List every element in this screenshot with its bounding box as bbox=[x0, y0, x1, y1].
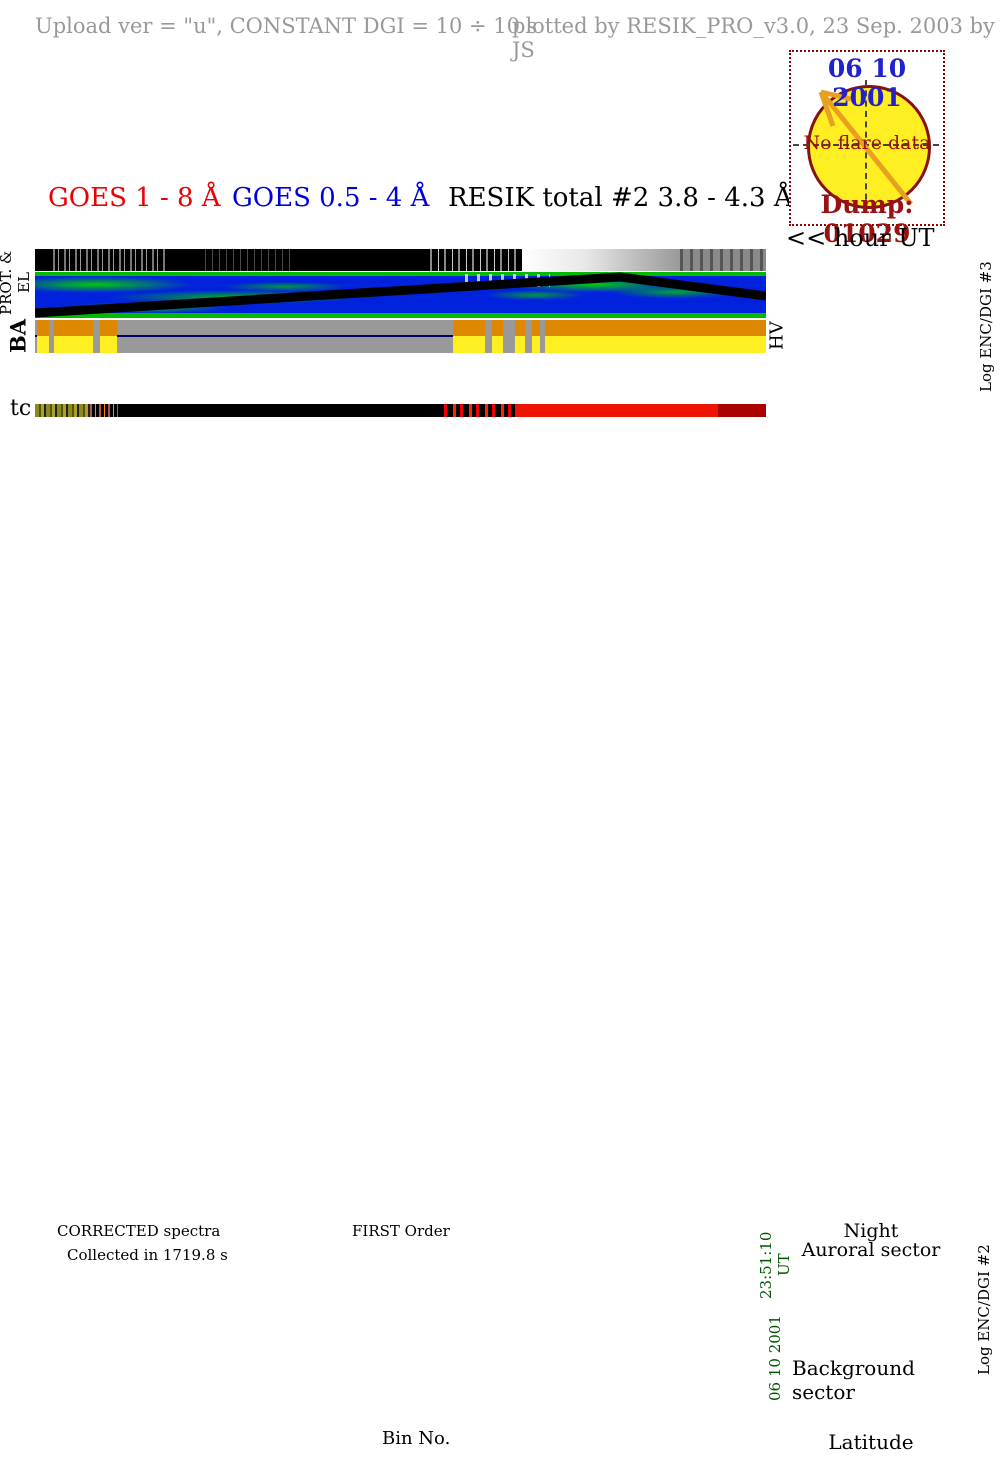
sector-subtitle: Auroral sector bbox=[801, 1239, 941, 1261]
hv-gap bbox=[93, 320, 100, 353]
resik-total-legend: RESIK total #2 3.8 - 4.3 Å bbox=[448, 183, 793, 213]
green-band bbox=[35, 272, 766, 276]
latitude-label: Latitude bbox=[828, 1430, 914, 1454]
no-flare-data-label: No flare data bbox=[803, 132, 931, 154]
sector-date-label: 06 10 2001 bbox=[766, 1315, 784, 1401]
flare-arrow-icon bbox=[818, 89, 913, 206]
spectra-subtitle: Collected in 1719.8 s bbox=[67, 1246, 228, 1264]
goes-legend-1-8: GOES 1 - 8 Å bbox=[48, 183, 221, 213]
tc-olive-bars bbox=[35, 404, 90, 417]
spectra-order-label: FIRST Order bbox=[352, 1222, 450, 1240]
tc-darkred bbox=[718, 404, 766, 417]
hv-gap bbox=[49, 320, 54, 353]
sun-flare-panel: 06 10 2001 No flare data Dump: 01029 bbox=[789, 50, 945, 248]
first-order-enc-plot bbox=[788, 252, 954, 402]
sector-title: Night bbox=[843, 1220, 899, 1242]
strip-gradient bbox=[522, 249, 680, 271]
strip-bars bbox=[680, 249, 766, 271]
strip-bars bbox=[205, 249, 290, 271]
tc-orange-bars bbox=[90, 404, 118, 417]
tc-red-bars bbox=[444, 404, 515, 417]
hv-gap bbox=[540, 320, 545, 353]
tc-red-solid bbox=[515, 404, 718, 417]
hv-level-line bbox=[35, 335, 766, 337]
header-plotted-by: plotted by RESIK_PRO_v3.0, 23 Sep. 2003 … bbox=[512, 14, 995, 62]
orbit-track-band bbox=[35, 272, 766, 318]
strip-bars bbox=[430, 249, 522, 271]
goes-legend-05-4: GOES 0.5 - 4 Å bbox=[232, 183, 430, 213]
first-order-ylabel: Log ENC/DGI #3 bbox=[977, 261, 995, 393]
corrected-spectra-plot bbox=[35, 1215, 766, 1409]
header-upload-info: Upload ver = "u", CONSTANT DGI = 10 ÷ 10… bbox=[35, 14, 538, 38]
hour-ut-label: << hour UT bbox=[786, 224, 935, 252]
ba-hv-strip bbox=[35, 320, 766, 353]
spectra-title: CORRECTED spectra bbox=[57, 1222, 221, 1240]
hv-yellow-band bbox=[453, 336, 766, 353]
sector-time-label: 23:51:10 UT bbox=[757, 1231, 793, 1299]
hv-gap bbox=[485, 320, 492, 353]
hv-colored-block-left bbox=[37, 320, 117, 353]
prot-el-intensity-strip bbox=[35, 249, 766, 271]
bin-no-label: Bin No. bbox=[382, 1428, 451, 1449]
hv-orange-band bbox=[453, 320, 766, 336]
hv-gap bbox=[525, 320, 532, 353]
ba-strip-label: BA bbox=[5, 318, 31, 354]
hv-strip-label: HV bbox=[766, 321, 788, 351]
hv-gap bbox=[503, 320, 515, 353]
sector-ylabel: Log ENC/DGI #2 bbox=[975, 1244, 993, 1376]
sun-date: 06 10 2001 bbox=[827, 54, 907, 112]
prot-el-spectrogram-strip bbox=[35, 272, 766, 318]
background-sector-label: Background sector bbox=[792, 1356, 915, 1404]
prot-el-strip-label: PROT. & EL bbox=[0, 250, 33, 316]
strip-bars bbox=[53, 249, 165, 271]
tc-label: tc bbox=[10, 396, 32, 421]
dump-number: Dump: 01029 bbox=[820, 190, 914, 248]
tc-strip bbox=[35, 404, 766, 417]
hv-colored-block-right bbox=[453, 320, 766, 353]
green-band bbox=[35, 313, 766, 318]
